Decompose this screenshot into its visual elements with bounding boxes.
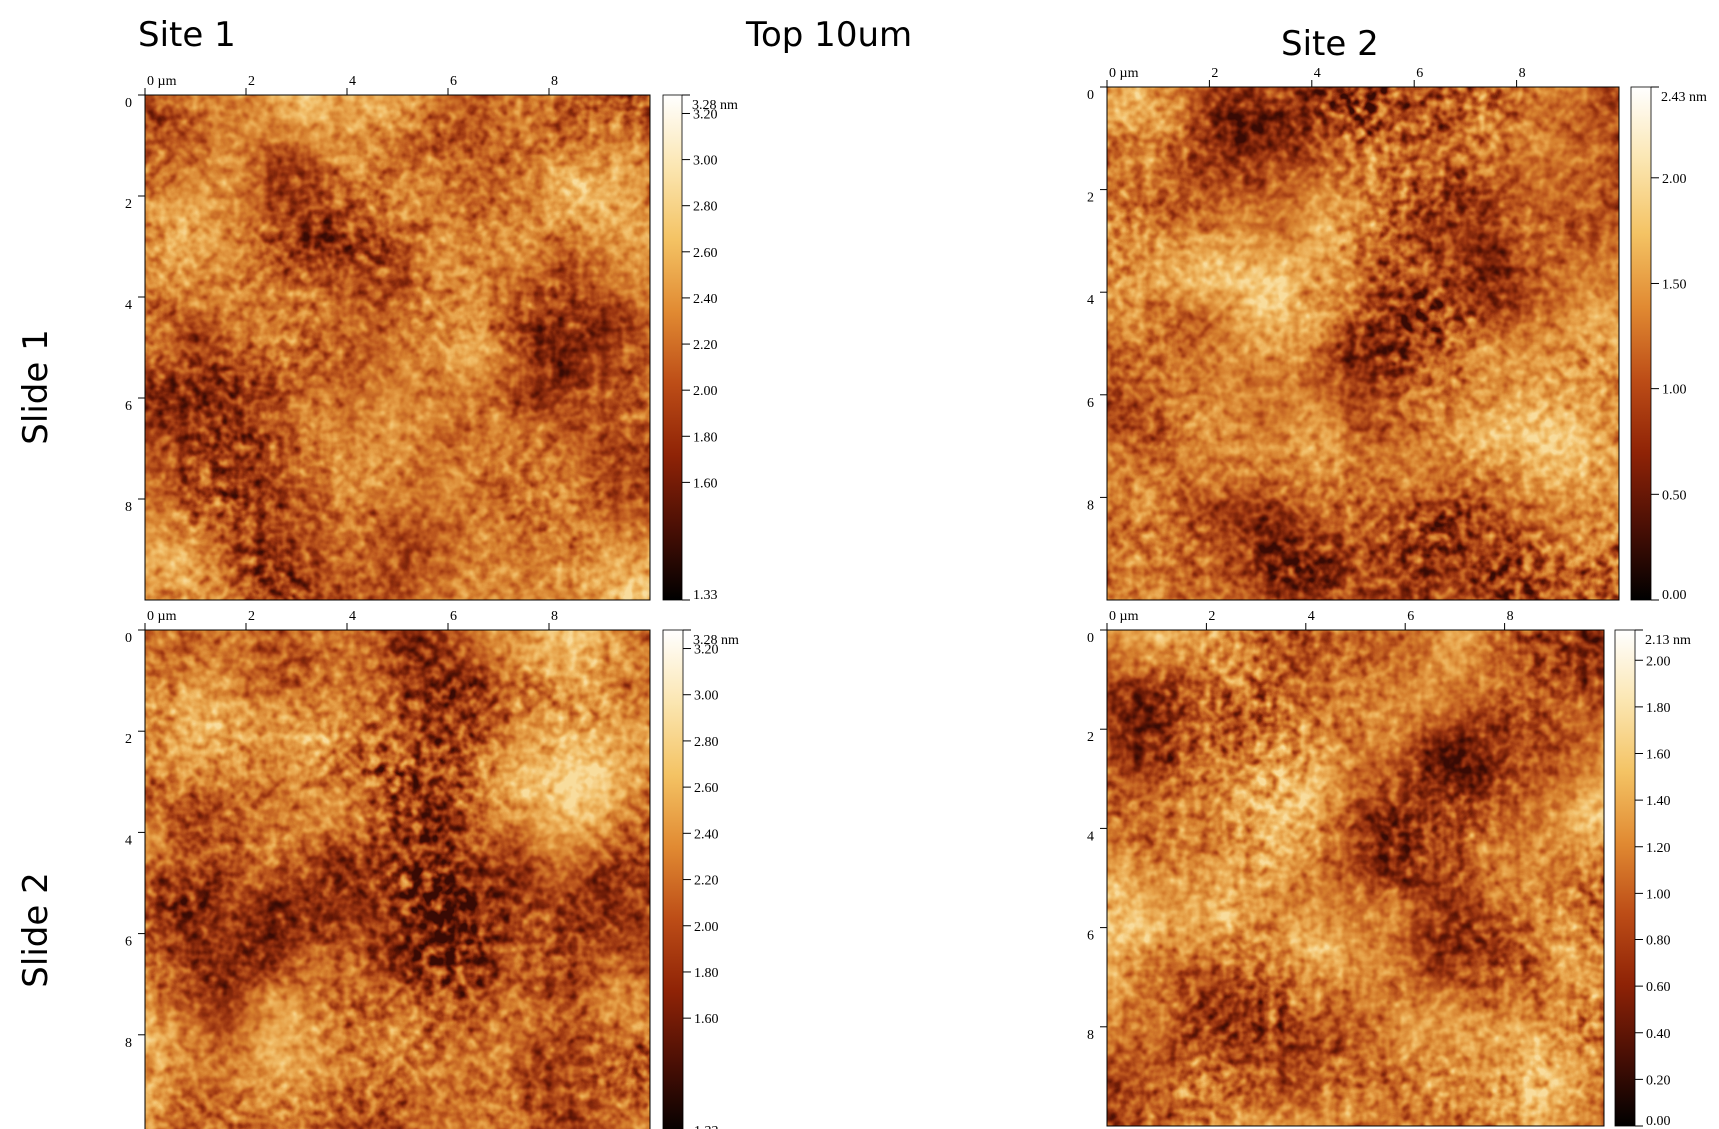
colorbar-tick-label: 2.00 xyxy=(1646,654,1671,669)
y-tick-label: 0 xyxy=(1087,631,1094,646)
y-tick-label: 4 xyxy=(1087,829,1094,844)
colorbar-tick-label: 0.80 xyxy=(1646,934,1671,949)
y-tick-label: 6 xyxy=(1087,929,1094,944)
y-tick-label: 2 xyxy=(1087,730,1094,745)
colorbar xyxy=(1615,630,1635,1126)
colorbar-tick-label: 0.60 xyxy=(1646,980,1671,995)
y-tick-label: 8 xyxy=(1087,1028,1094,1043)
colorbar-tick-label: 0.40 xyxy=(1646,1027,1671,1042)
height-map xyxy=(1107,630,1604,1126)
colorbar-tick-label: 1.20 xyxy=(1646,841,1671,856)
x-tick-label: 0 µm xyxy=(1109,609,1139,624)
colorbar-tick-label: 1.60 xyxy=(1646,748,1671,763)
colorbar-tick-label: 1.00 xyxy=(1646,887,1671,902)
x-tick-label: 2 xyxy=(1208,609,1215,624)
colorbar-tick-label: 1.80 xyxy=(1646,701,1671,716)
colorbar-tick-label: 1.40 xyxy=(1646,794,1671,809)
colorbar-tick-label: 0.00 xyxy=(1646,1114,1671,1129)
x-tick-label: 4 xyxy=(1308,609,1315,624)
x-tick-label: 6 xyxy=(1407,609,1414,624)
colorbar-max-label: 2.13 nm xyxy=(1645,633,1691,648)
colorbar-tick-label: 0.20 xyxy=(1646,1073,1671,1088)
x-tick-label: 8 xyxy=(1507,609,1514,624)
